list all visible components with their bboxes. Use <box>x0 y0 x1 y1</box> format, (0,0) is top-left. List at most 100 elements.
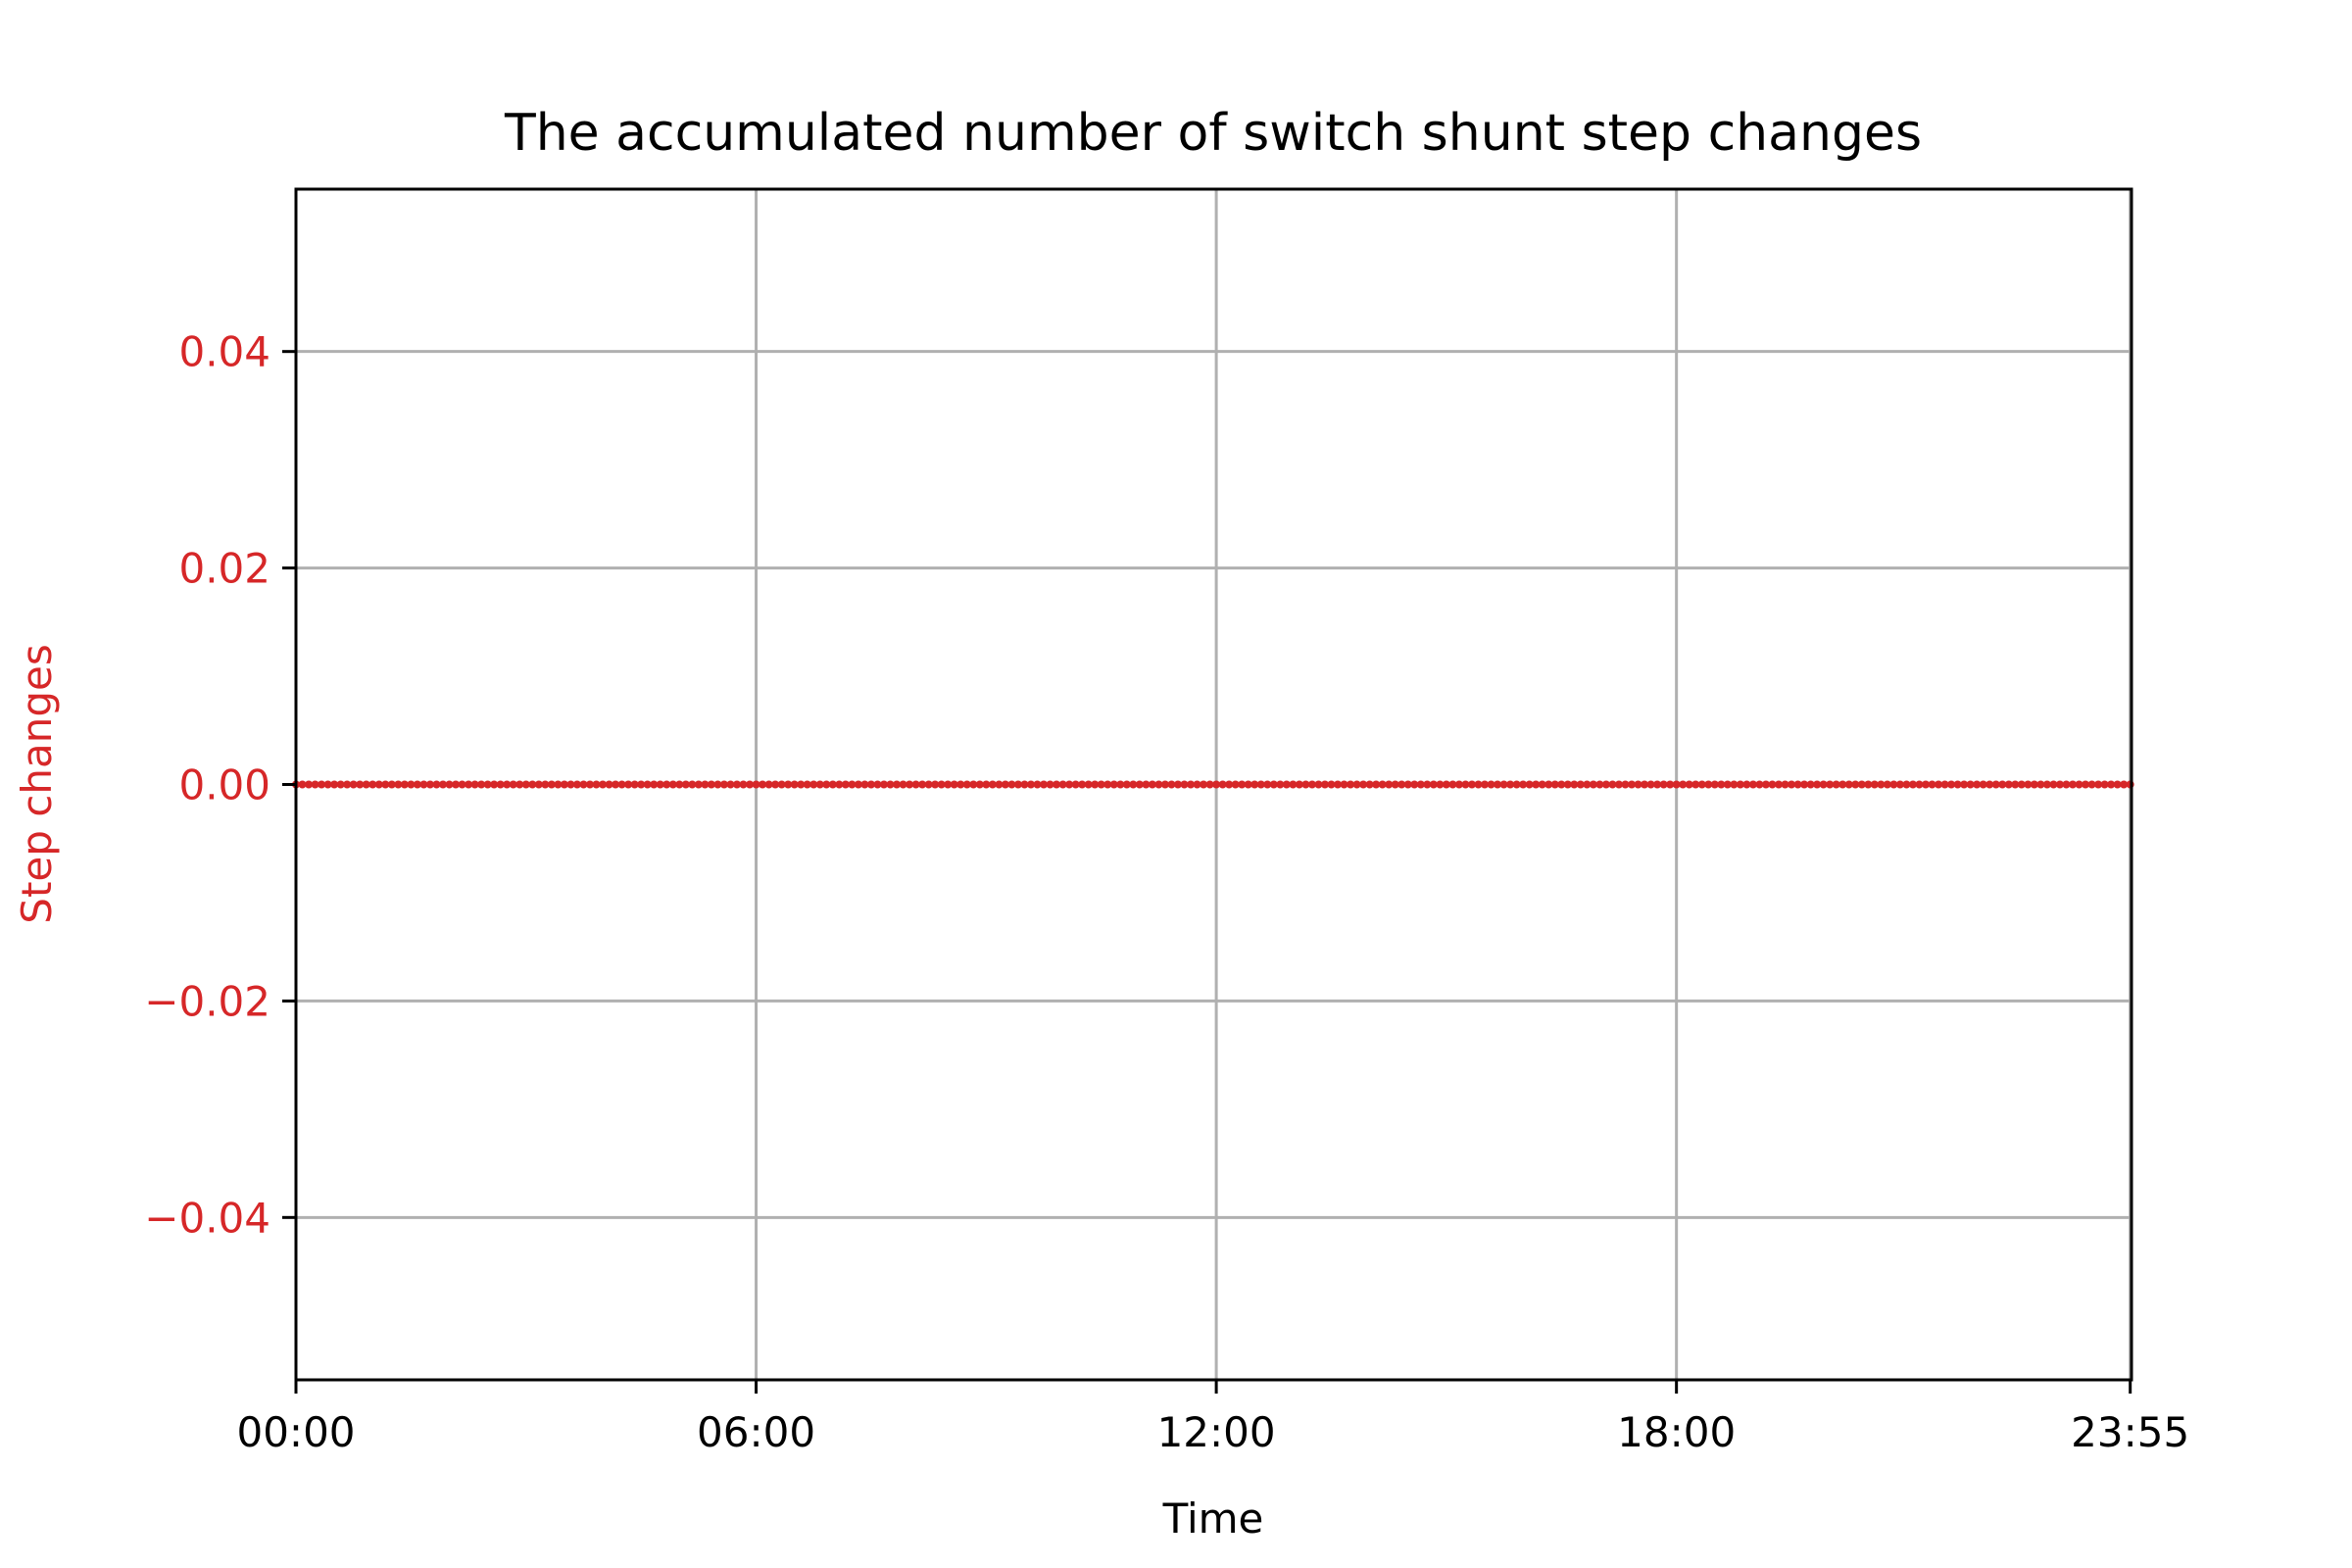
data-point <box>1065 780 1074 789</box>
data-point <box>879 780 888 789</box>
data-point <box>1915 780 1924 789</box>
data-point <box>2107 780 2116 789</box>
data-point <box>931 780 940 789</box>
data-point <box>906 780 914 789</box>
data-point <box>694 780 703 789</box>
data-point <box>1870 780 1879 789</box>
data-point <box>1307 780 1316 789</box>
data-point <box>1985 780 1994 789</box>
data-point <box>572 780 581 789</box>
data-point <box>1532 780 1541 789</box>
data-point <box>1519 780 1528 789</box>
data-point <box>1301 780 1310 789</box>
data-point <box>343 780 352 789</box>
data-point <box>1685 780 1693 789</box>
data-point <box>1391 780 1399 789</box>
data-point <box>873 780 882 789</box>
data-point <box>1844 780 1853 789</box>
data-point <box>387 780 396 789</box>
data-point <box>1819 780 1828 789</box>
x-tick-label: 18:00 <box>1617 1408 1736 1456</box>
data-point <box>1359 780 1368 789</box>
data-point <box>1653 780 1662 789</box>
data-point <box>988 780 997 789</box>
data-point <box>1928 780 1936 789</box>
data-point <box>1269 780 1278 789</box>
data-point <box>1097 780 1105 789</box>
series-line <box>292 780 2134 789</box>
data-point <box>860 780 869 789</box>
data-point <box>841 780 850 789</box>
data-point <box>1340 780 1348 789</box>
data-point <box>1550 780 1559 789</box>
data-point <box>771 780 780 789</box>
data-point <box>1129 780 1138 789</box>
data-point <box>407 780 416 789</box>
x-tick-label: 06:00 <box>697 1408 815 1456</box>
data-point <box>1494 780 1502 789</box>
data-point <box>1212 780 1221 789</box>
data-point <box>547 780 556 789</box>
y-tick-label: 0.00 <box>178 761 270 809</box>
data-point <box>1813 780 1822 789</box>
data-point <box>1436 780 1445 789</box>
data-point <box>2055 780 2064 789</box>
data-point <box>318 780 326 789</box>
data-point <box>746 780 755 789</box>
data-point <box>1679 780 1688 789</box>
data-point <box>438 780 447 789</box>
data-point <box>1953 780 1962 789</box>
data-point <box>1040 780 1049 789</box>
data-point <box>1442 780 1450 789</box>
data-point <box>1730 780 1739 789</box>
data-point <box>2069 780 2078 789</box>
data-point <box>1557 780 1566 789</box>
data-point <box>643 780 652 789</box>
data-point <box>893 780 902 789</box>
data-point <box>1256 780 1265 789</box>
data-point <box>1173 780 1182 789</box>
y-tick-label: 0.04 <box>178 328 270 376</box>
data-point <box>362 780 370 789</box>
data-point <box>477 780 486 789</box>
data-point <box>1429 780 1438 789</box>
data-point <box>918 780 927 789</box>
data-point <box>1768 780 1777 789</box>
data-point <box>1423 780 1432 789</box>
data-point <box>1020 780 1029 789</box>
data-point <box>803 780 811 789</box>
data-point <box>1672 780 1681 789</box>
data-point <box>323 780 332 789</box>
data-point <box>1775 780 1784 789</box>
data-point <box>1218 780 1227 789</box>
data-point <box>969 780 978 789</box>
data-point <box>809 780 818 789</box>
data-point <box>490 780 499 789</box>
data-point <box>899 780 907 789</box>
data-point <box>1084 780 1093 789</box>
data-point <box>866 780 875 789</box>
data-point <box>752 780 760 789</box>
data-point <box>1947 780 1956 789</box>
data-point <box>566 780 575 789</box>
data-point <box>1979 780 1987 789</box>
data-point <box>503 780 512 789</box>
data-point <box>432 780 441 789</box>
x-axis-title: Time <box>1162 1494 1264 1543</box>
data-point <box>465 780 473 789</box>
data-point <box>394 780 403 789</box>
data-point <box>592 780 601 789</box>
data-point <box>739 780 748 789</box>
data-point <box>822 780 831 789</box>
data-point <box>336 780 345 789</box>
data-point <box>1646 780 1655 789</box>
data-point <box>1614 780 1623 789</box>
data-point <box>1026 780 1035 789</box>
data-point <box>1385 780 1394 789</box>
data-point <box>425 780 434 789</box>
data-point <box>1314 780 1323 789</box>
data-point <box>2049 780 2058 789</box>
data-point <box>1506 780 1515 789</box>
data-point <box>599 780 608 789</box>
